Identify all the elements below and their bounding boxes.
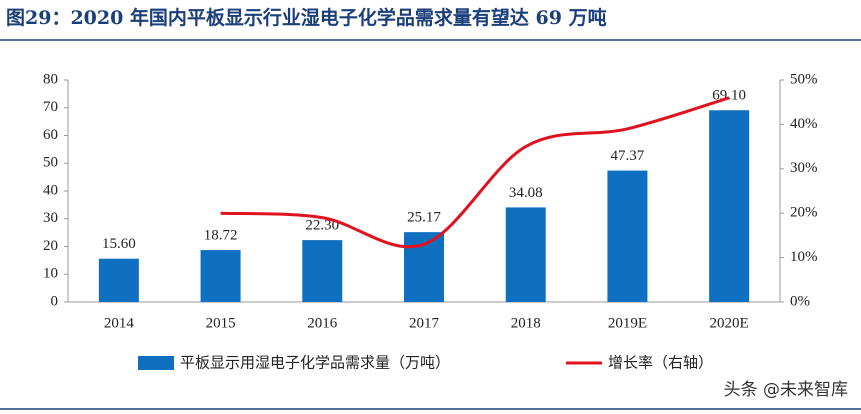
y2-tick-label: 10% — [790, 249, 818, 265]
y-tick-label: 70 — [43, 99, 58, 115]
bar — [404, 232, 444, 302]
data-label: 34.08 — [509, 185, 543, 201]
y-tick-label: 30 — [43, 210, 58, 226]
data-label: 22.30 — [305, 218, 339, 234]
y-tick-label: 20 — [43, 238, 58, 254]
y-tick-label: 10 — [43, 266, 58, 282]
y-tick-label: 80 — [43, 71, 58, 87]
bar — [200, 250, 241, 302]
bar — [302, 240, 343, 302]
legend-label: 增长率（右轴） — [608, 354, 713, 372]
legend-label: 平板显示用湿电子化学品需求量（万吨） — [180, 354, 450, 372]
y2-tick-label: 20% — [790, 205, 818, 221]
data-label: 15.60 — [102, 236, 136, 252]
data-label: 18.72 — [204, 227, 238, 243]
y2-tick-label: 0% — [790, 293, 810, 309]
y-tick-label: 60 — [43, 127, 58, 143]
y-tick-label: 50 — [43, 155, 58, 171]
bar — [607, 170, 648, 302]
y2-tick-label: 40% — [790, 116, 818, 132]
y-tick-label: 0 — [51, 293, 59, 309]
y-tick-label: 40 — [43, 182, 58, 198]
x-tick-label: 2017 — [409, 315, 440, 331]
x-tick-label: 2014 — [104, 315, 135, 331]
y2-tick-label: 50% — [790, 71, 818, 87]
chart-title: 图29：2020 年国内平板显示行业湿电子化学品需求量有望达 69 万吨 — [6, 6, 607, 29]
line — [220, 96, 730, 249]
x-tick-label: 2018 — [511, 315, 541, 331]
legend-swatch — [138, 356, 174, 370]
y2-tick-label: 30% — [790, 160, 818, 176]
x-tick-label: 2020E — [710, 315, 749, 331]
x-tick-label: 2015 — [206, 315, 236, 331]
x-tick-label: 2019E — [608, 315, 647, 331]
data-label: 47.37 — [611, 148, 645, 164]
x-tick-label: 2016 — [307, 315, 338, 331]
bar — [505, 207, 546, 302]
bar — [98, 258, 139, 302]
bar — [709, 110, 750, 302]
data-label: 25.17 — [407, 210, 441, 226]
watermark: 头条 @未来智库 — [724, 380, 848, 400]
